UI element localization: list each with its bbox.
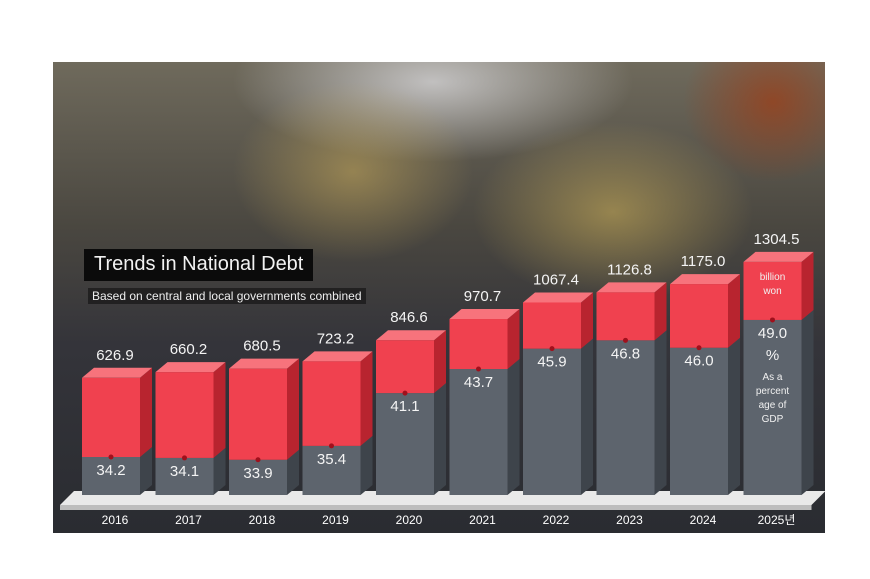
pct-label: 46.0 — [684, 353, 713, 370]
bar-gdp-pct — [302, 445, 361, 495]
bar-debt — [229, 368, 287, 460]
pct-label: 46.8 — [611, 345, 640, 362]
pct-marker — [476, 366, 481, 372]
bar-side-red — [213, 362, 226, 458]
bar-debt — [155, 372, 214, 458]
bar-side-red — [801, 251, 814, 320]
year-label: 2016 — [102, 513, 129, 527]
debt-label: 660.2 — [170, 341, 208, 358]
year-label: 2022 — [543, 513, 570, 527]
title-box: Trends in National Debt — [84, 249, 314, 281]
unit-debt-note: won — [762, 286, 781, 297]
unit-pct-note: % — [766, 347, 779, 364]
pct-note: GDP — [762, 414, 784, 425]
platform-edge — [60, 505, 812, 510]
year-label: 2021 — [469, 513, 496, 527]
pct-note: As a — [762, 372, 782, 383]
bar-top — [449, 309, 520, 320]
bar-top — [376, 330, 446, 341]
bar-debt — [596, 292, 655, 341]
debt-label: 626.9 — [96, 347, 134, 364]
bar-side-red — [287, 358, 299, 460]
pct-marker — [549, 346, 555, 352]
pct-label: 33.9 — [243, 465, 272, 482]
bar-side-red — [581, 292, 593, 349]
bar-debt — [743, 261, 802, 320]
pct-marker — [182, 455, 187, 461]
pct-marker — [255, 457, 261, 463]
pct-marker — [770, 317, 775, 323]
debt-label: 680.5 — [243, 338, 281, 355]
bar-top — [229, 358, 299, 369]
unit-debt-note: billion — [760, 272, 786, 283]
pct-note: age of — [759, 400, 787, 411]
bar-side-red — [507, 309, 520, 370]
bar-top — [523, 292, 593, 303]
pct-marker — [329, 443, 334, 449]
pct-marker — [108, 454, 114, 460]
chart-subtitle: Based on central and local governments c… — [88, 288, 366, 304]
pct-label: 35.4 — [317, 451, 346, 468]
bar-gdp-pct — [743, 319, 802, 495]
pct-label: 34.2 — [96, 462, 125, 479]
bar-gdp-pct — [523, 348, 581, 495]
bar-gdp-pct — [376, 393, 434, 495]
year-label: 2025년 — [758, 513, 796, 527]
bar-debt — [523, 302, 581, 349]
year-label: 2019 — [322, 513, 349, 527]
bar-gdp-pct — [670, 347, 728, 495]
bar-debt — [449, 319, 508, 370]
bar-side-red — [140, 367, 152, 457]
bar-top — [82, 367, 152, 378]
bar-top — [302, 351, 373, 362]
bar-gdp-pct — [229, 459, 287, 495]
debt-label: 970.7 — [464, 288, 502, 305]
debt-label: 723.2 — [317, 330, 355, 347]
year-label: 2018 — [249, 513, 276, 527]
pct-label: 34.1 — [170, 463, 199, 480]
pct-label: 41.1 — [390, 398, 419, 415]
pct-label: 45.9 — [537, 354, 566, 371]
bar-top — [670, 274, 740, 285]
debt-label: 846.6 — [390, 309, 428, 326]
bar-side-red — [728, 274, 740, 348]
bar-debt — [82, 377, 140, 457]
chart-title: Trends in National Debt — [94, 253, 304, 275]
bar-debt — [670, 284, 728, 348]
pct-marker — [623, 337, 628, 343]
bar-debt — [376, 340, 434, 394]
debt-label: 1304.5 — [754, 231, 800, 248]
debt-label: 1175.0 — [681, 253, 726, 270]
bar-debt — [302, 361, 361, 446]
pct-marker — [402, 390, 408, 396]
bar-top — [596, 282, 667, 293]
year-label: 2020 — [396, 513, 423, 527]
bar-gdp-pct — [596, 340, 655, 495]
debt-label: 1067.4 — [533, 271, 579, 288]
year-label: 2023 — [616, 513, 643, 527]
bar-gdp-pct — [155, 457, 214, 495]
pct-label: 49.0 — [758, 325, 787, 342]
bar-gdp-pct — [449, 369, 508, 495]
year-label: 2024 — [690, 513, 717, 527]
bar-side-red — [360, 351, 373, 446]
pct-marker — [696, 345, 702, 351]
bar-top — [743, 251, 814, 262]
bar-side-red — [434, 330, 446, 394]
pct-label: 43.7 — [464, 374, 493, 391]
year-label: 2017 — [175, 513, 202, 527]
bar-gdp-pct — [82, 457, 140, 495]
bar-top — [155, 362, 226, 373]
debt-label: 1126.8 — [607, 261, 652, 278]
bar-side-red — [654, 282, 667, 341]
pct-note: percent — [756, 386, 790, 397]
